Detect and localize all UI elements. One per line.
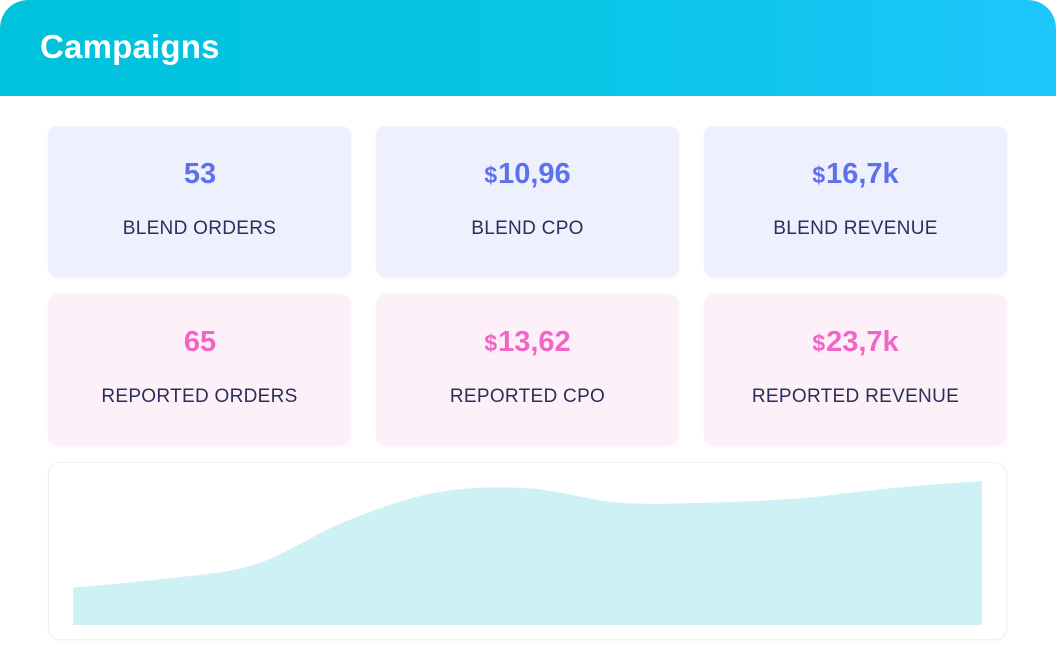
stat-number: 13,62 <box>498 326 571 358</box>
stat-label: BLEND CPO <box>471 218 584 239</box>
stat-number: 10,96 <box>498 158 571 190</box>
reported-revenue-card: $23,7k REPORTED REVENUE <box>704 294 1007 445</box>
reported-cpo-card: $13,62 REPORTED CPO <box>376 294 679 445</box>
stat-label: BLEND ORDERS <box>122 218 277 239</box>
blend-orders-card: 53 BLEND ORDERS <box>48 126 351 277</box>
stat-label: REPORTED ORDERS <box>101 386 298 407</box>
stat-number: 16,7k <box>826 158 899 190</box>
currency-symbol: $ <box>484 162 498 188</box>
stat-value: $10,96 <box>376 157 679 192</box>
stat-number: 53 <box>183 158 217 190</box>
currency-symbol: $ <box>812 162 826 188</box>
trend-area-chart <box>73 481 982 625</box>
trend-chart-card <box>48 462 1007 640</box>
stat-label: BLEND REVENUE <box>773 218 938 239</box>
area-series <box>73 481 982 625</box>
currency-symbol: $ <box>812 330 826 356</box>
reported-orders-card: 65 REPORTED ORDERS <box>48 294 351 445</box>
stat-label: REPORTED CPO <box>449 386 606 407</box>
page-title: Campaigns <box>40 28 220 65</box>
stat-value: $23,7k <box>704 325 1007 360</box>
stat-number: 23,7k <box>826 326 899 358</box>
stat-value: 53 <box>48 157 351 192</box>
stat-value: $13,62 <box>376 325 679 360</box>
blend-cpo-card: $10,96 BLEND CPO <box>376 126 679 277</box>
stat-value: 65 <box>48 325 351 360</box>
stat-value: $16,7k <box>704 157 1007 192</box>
blend-revenue-card: $16,7k BLEND REVENUE <box>704 126 1007 277</box>
stat-label: REPORTED REVENUE <box>751 386 960 407</box>
widget-header: Campaigns <box>0 0 1056 96</box>
currency-symbol: $ <box>484 330 498 356</box>
stat-number: 65 <box>183 326 217 358</box>
